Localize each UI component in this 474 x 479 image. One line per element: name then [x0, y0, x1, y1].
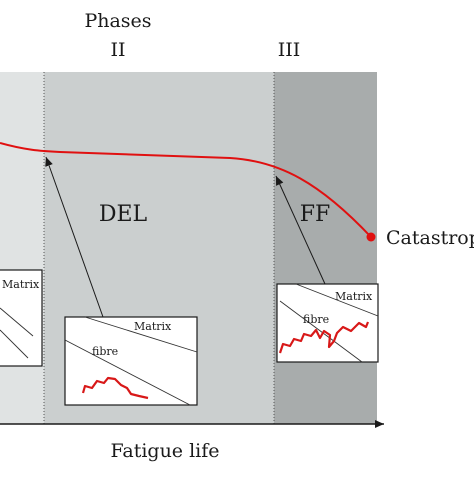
catastrophic-failure-point: [366, 232, 376, 242]
inset-middle-crack: [81, 376, 149, 400]
fibre-boundary-lower: [64, 339, 191, 406]
arrow-to-phase-ii-curve: [45, 156, 104, 318]
phase-ii-label: II: [110, 39, 125, 61]
fibre-boundary-upper: [295, 283, 379, 317]
inset-right-crack: [278, 321, 370, 354]
fibre-boundary-lower: [279, 300, 363, 363]
arrow-to-phase-iii-curve: [275, 175, 326, 285]
phases-title: Phases: [84, 10, 151, 32]
inset-middle: Matrix fibre: [64, 316, 198, 406]
inset-right: Matrix fibre: [276, 283, 379, 363]
phase-3-band: [274, 72, 377, 424]
del-label: DEL: [99, 202, 148, 227]
phase-1-band: [0, 72, 44, 424]
inset-right-matrix-label: Matrix: [335, 290, 373, 303]
inset-left-matrix-label: Matrix: [2, 278, 40, 291]
fibre-boundary-upper: [84, 316, 198, 353]
phase-iii-label: III: [278, 39, 301, 61]
x-axis-label: Fatigue life: [110, 440, 219, 462]
catastrophic-label: Catastrop: [386, 227, 474, 249]
inset-middle-matrix-label: Matrix: [134, 320, 172, 333]
ff-label: FF: [300, 202, 331, 227]
damage-curve: [0, 142, 372, 238]
inset-left: Matrix: [0, 269, 43, 367]
inset-middle-fibre-label: fibre: [92, 345, 118, 358]
inset-right-fibre-label: fibre: [303, 313, 329, 326]
